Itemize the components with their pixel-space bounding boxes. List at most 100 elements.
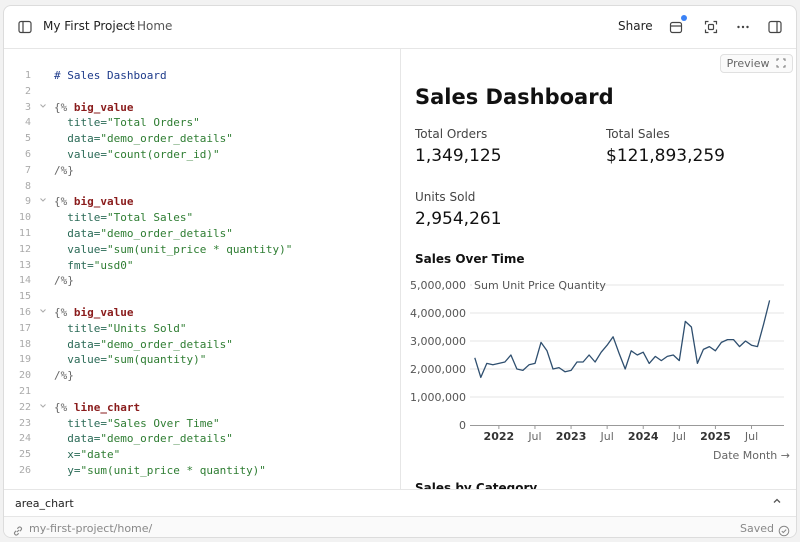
code-token: x= xyxy=(54,448,81,462)
fold-chevron-icon[interactable] xyxy=(39,400,49,416)
code-text: # Sales Dashboard xyxy=(54,68,167,84)
breadcrumb-project[interactable]: My First Project xyxy=(43,19,135,33)
code-token: title= xyxy=(54,116,107,130)
code-token: "count(order_id)" xyxy=(106,148,220,161)
breadcrumb-page[interactable]: Home xyxy=(137,19,173,33)
code-token: /%} xyxy=(54,163,74,177)
x-tick-label: Jul xyxy=(527,430,541,443)
code-text: fmt="usd0" xyxy=(54,258,133,274)
line-number: 15 xyxy=(18,291,31,303)
code-text: {% big_value xyxy=(54,100,133,116)
code-line[interactable]: 14 /%} xyxy=(4,273,400,289)
sales-line-chart: 0 1,000,000 2,000,000 3,000,000 4,000,000 5,0… xyxy=(410,277,784,443)
code-line[interactable]: 2 xyxy=(4,84,400,100)
code-line[interactable]: 21 xyxy=(4,384,400,400)
code-line[interactable]: 19 value="sum(quantity)" xyxy=(4,352,400,368)
line-number: 13 xyxy=(18,259,31,271)
code-line[interactable]: 4 title="Total Orders" xyxy=(4,115,400,131)
code-token: /%} xyxy=(54,369,74,383)
code-token: {% xyxy=(54,306,74,319)
code-text: title="Total Orders" xyxy=(54,115,199,131)
code-line[interactable]: 18 data="demo_order_details" xyxy=(4,337,400,353)
code-line[interactable]: 6 value="count(order_id)" xyxy=(4,147,400,163)
code-line[interactable]: 22 {% line_chart xyxy=(4,400,400,416)
code-text: y="sum(unit_price * quantity)" xyxy=(54,463,266,479)
notifications-icon[interactable] xyxy=(667,15,687,36)
code-line[interactable]: 1 # Sales Dashboard xyxy=(4,68,400,84)
code-text: value="sum(quantity)" xyxy=(54,352,206,368)
code-line[interactable]: 26 y="sum(unit_price * quantity)" xyxy=(4,463,400,479)
line-number: 11 xyxy=(18,228,31,239)
section-title: Sales by Category xyxy=(415,481,538,489)
code-token: title= xyxy=(54,211,107,225)
chevron-up-icon[interactable] xyxy=(772,495,782,509)
line-number: 3 xyxy=(24,101,31,113)
line-number: 20 xyxy=(18,370,31,382)
code-line[interactable]: 5 data="demo_order_details" xyxy=(4,131,400,147)
code-token: /%} xyxy=(54,274,74,288)
line-number: 2 xyxy=(24,85,31,97)
code-line[interactable]: 25 x="date" xyxy=(4,447,400,463)
line-number: 5 xyxy=(24,133,31,145)
y-tick-label: 3,000,000 xyxy=(410,335,466,348)
line-number: 12 xyxy=(18,243,31,255)
code-token: "date" xyxy=(80,448,121,462)
code-token: "demo_order_details" xyxy=(100,227,233,240)
line-number: 8 xyxy=(24,180,31,192)
more-options-icon[interactable] xyxy=(734,18,752,36)
saved-check-icon xyxy=(778,522,790,537)
code-line[interactable]: 11 data="demo_order_details" xyxy=(4,226,400,242)
code-line[interactable]: 23 title="Sales Over Time" xyxy=(4,416,400,432)
app-window: My First Project > Home Share 1 # Sales D… xyxy=(3,5,797,538)
code-line[interactable]: 3 {% big_value xyxy=(4,100,400,116)
code-line[interactable]: 13 fmt="usd0" xyxy=(4,258,400,274)
x-tick-label: 2025 xyxy=(700,430,731,443)
fold-chevron-icon[interactable] xyxy=(39,100,49,116)
line-number: 23 xyxy=(18,417,31,429)
code-token: "demo_order_details" xyxy=(100,337,233,351)
line-number: 22 xyxy=(18,401,31,413)
code-text: data="demo_order_details" xyxy=(54,131,233,147)
code-line[interactable]: 12 value="sum(unit_price * quantity)" xyxy=(4,242,400,258)
code-text: data="demo_order_details" xyxy=(54,226,233,242)
line-number: 17 xyxy=(18,322,31,334)
big-value-title: Total Orders xyxy=(415,127,488,141)
code-line[interactable]: 20 /%} xyxy=(4,368,400,384)
x-tick-label: 2023 xyxy=(556,430,587,443)
line-number: 18 xyxy=(18,338,31,350)
line-number: 21 xyxy=(18,386,31,397)
fold-chevron-icon[interactable] xyxy=(39,194,49,210)
code-line[interactable]: 15 xyxy=(4,289,400,305)
code-line[interactable]: 7 /%} xyxy=(4,163,400,179)
code-text: title="Sales Over Time" xyxy=(54,416,219,432)
date-month-axis-link[interactable]: Date Month → xyxy=(713,449,790,462)
code-token: big_value xyxy=(73,100,134,114)
code-line[interactable]: 17 title="Units Sold" xyxy=(4,321,400,337)
fullscreen-icon[interactable] xyxy=(702,18,720,36)
code-line[interactable]: 16 {% big_value xyxy=(4,305,400,321)
code-line[interactable]: 24 data="demo_order_details" xyxy=(4,431,400,447)
code-line[interactable]: 10 title="Total Sales" xyxy=(4,210,400,226)
code-editor[interactable]: 1 # Sales Dashboard 2 3 {% big_value 4 title=… xyxy=(4,49,401,489)
code-token: fmt= xyxy=(54,258,94,272)
series-line xyxy=(474,300,771,379)
right-panel-toggle-icon[interactable] xyxy=(766,18,784,36)
x-tick-label: Jul xyxy=(600,430,614,443)
code-text: x="date" xyxy=(54,447,120,463)
code-token: "sum(unit_price * quantity)" xyxy=(106,242,293,256)
code-token: value= xyxy=(54,353,107,367)
code-token: # Sales Dashboard xyxy=(54,69,167,82)
sidebar-toggle-icon[interactable] xyxy=(16,18,34,36)
code-text: {% big_value xyxy=(54,305,133,321)
share-button[interactable]: Share xyxy=(618,19,653,33)
preview-button[interactable]: Preview xyxy=(719,54,793,73)
code-line[interactable]: 9 {% big_value xyxy=(4,194,400,210)
code-text: value="sum(unit_price * quantity)" xyxy=(54,242,292,258)
x-tick-label: Jul xyxy=(744,430,758,443)
code-line[interactable]: 8 xyxy=(4,179,400,195)
fold-chevron-icon[interactable] xyxy=(39,305,49,321)
y-tick-label: 1,000,000 xyxy=(410,391,466,404)
code-token: "Total Sales" xyxy=(106,211,194,225)
autocomplete-bar[interactable]: area_chart xyxy=(4,489,796,516)
x-tick-label: Jul xyxy=(672,430,686,443)
